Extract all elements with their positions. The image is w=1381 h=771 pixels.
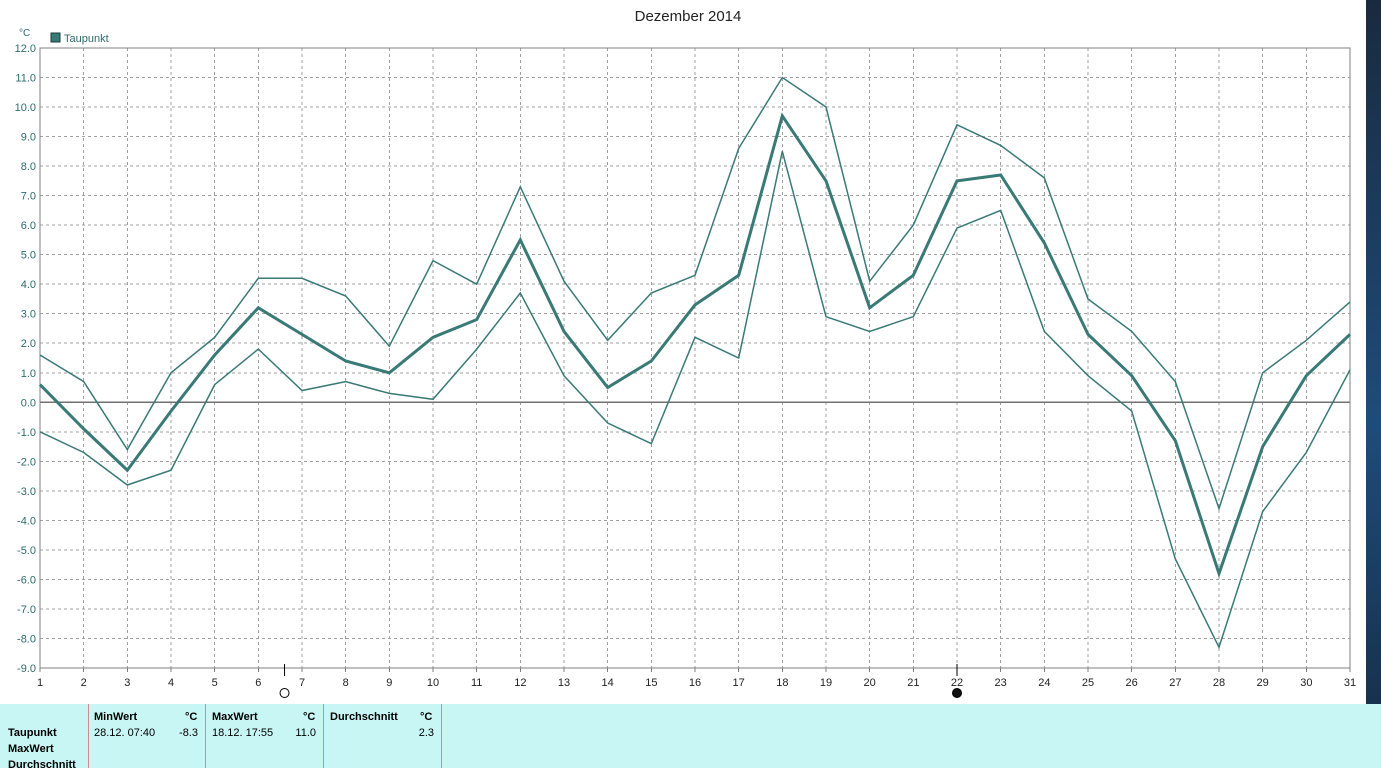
- y-tick-label: 2.0: [21, 338, 36, 350]
- min-unit: °C: [185, 711, 198, 723]
- x-tick-label: 19: [820, 677, 832, 689]
- x-tick-label: 4: [168, 677, 174, 689]
- x-tick-label: 11: [471, 677, 482, 689]
- row-label-durchschnitt: Durchschnitt: [8, 759, 76, 771]
- x-tick-label: 25: [1082, 677, 1094, 689]
- x-tick-label: 22: [951, 677, 963, 689]
- y-tick-label: 9.0: [21, 132, 36, 144]
- x-tick-label: 8: [343, 677, 349, 689]
- grid: [40, 48, 1350, 668]
- avg-unit: °C: [420, 711, 433, 723]
- x-tick-label: 16: [689, 677, 701, 689]
- y-tick-label: 6.0: [21, 220, 36, 232]
- x-tick-label: 30: [1300, 677, 1312, 689]
- new-moon-icon: [952, 688, 962, 698]
- x-tick-labels: 1 2 3 4 5 6 7 8 9 10 11 12 13 14 15 16 17 18 19 20 21 22 23 24 2…: [37, 677, 1356, 689]
- y-tick-label: -2.0: [17, 456, 36, 468]
- min-value: -8.3: [179, 727, 198, 739]
- y-tick-label: -6.0: [17, 574, 36, 586]
- x-tick-label: 20: [864, 677, 876, 689]
- y-tick-label: -7.0: [17, 604, 36, 616]
- y-tick-label: 5.0: [21, 250, 36, 262]
- x-tick-label: 1: [37, 677, 43, 689]
- y-tick-label: 10.0: [15, 102, 36, 114]
- y-tick-label: 11.0: [15, 73, 36, 85]
- avg-value: 2.3: [418, 727, 434, 739]
- plot-frame: [39, 47, 1351, 669]
- x-tick-label: 21: [907, 677, 919, 689]
- y-tick-label: 12.0: [15, 43, 36, 55]
- chart-title: Dezember 2014: [635, 8, 742, 25]
- x-tick-label: 17: [733, 677, 745, 689]
- x-tick-label: 12: [514, 677, 526, 689]
- legend-swatch: [50, 32, 61, 43]
- x-tick-label: 10: [427, 677, 439, 689]
- min-header: MinWert: [94, 711, 138, 723]
- y-tick-label: 1.0: [21, 368, 36, 380]
- column-separator: [323, 704, 324, 768]
- avg-header: Durchschnitt: [330, 711, 398, 723]
- x-tick-label: 3: [124, 677, 130, 689]
- x-tick-label: 6: [255, 677, 261, 689]
- y-tick-labels: 12.0 11.0 10.0 9.0 8.0 7.0 6.0 5.0 4.0 3.0 2.0 1.0 0…: [15, 43, 36, 675]
- x-tick-label: 31: [1344, 677, 1356, 689]
- dew-point-chart: Dezember 2014 °C Taupunkt 12.011.010.09.…: [15, 8, 1356, 698]
- y-tick-label: 4.0: [21, 279, 36, 291]
- max-value: 11.0: [295, 727, 316, 739]
- column-separator: [441, 704, 442, 768]
- x-tick-label: 13: [558, 677, 570, 689]
- x-tick-label: 28: [1213, 677, 1225, 689]
- x-tick-label: 7: [299, 677, 305, 689]
- y-axis-unit: °C: [19, 28, 30, 39]
- y-tick-label: -3.0: [17, 486, 36, 498]
- x-tick-label: 9: [386, 677, 392, 689]
- x-tick-label: 29: [1257, 677, 1269, 689]
- min-date: 28.12. 07:40: [94, 727, 156, 739]
- y-tick-label: 3.0: [21, 309, 36, 321]
- y-tick-label: 7.0: [21, 191, 36, 203]
- statistics-panel: Taupunkt MaxWert Durchschnitt MinWert °C…: [0, 704, 1381, 771]
- desktop-edge: [1366, 0, 1381, 704]
- series-line-max: [39, 76, 1351, 511]
- axes: [39, 47, 1351, 672]
- x-tick-label: 15: [645, 677, 657, 689]
- series-lines: [38, 76, 1352, 650]
- moon-markers: [279, 664, 962, 698]
- y-tick-label: -5.0: [17, 545, 36, 557]
- column-separator: [205, 704, 206, 768]
- row-label-taupunkt: Taupunkt: [8, 727, 57, 739]
- x-tick-label: 27: [1169, 677, 1181, 689]
- x-tick-label: 2: [81, 677, 87, 689]
- y-tick-label: -9.0: [17, 663, 36, 675]
- y-tick-label: -8.0: [17, 633, 36, 645]
- series-line-min: [39, 151, 1351, 650]
- max-unit: °C: [303, 711, 316, 723]
- legend-label: Taupunkt: [64, 33, 109, 45]
- y-tick-label: -1.0: [17, 427, 36, 439]
- x-tick-label: 26: [1126, 677, 1138, 689]
- x-tick-label: 23: [995, 677, 1007, 689]
- x-tick-label: 24: [1038, 677, 1050, 689]
- max-header: MaxWert: [212, 711, 258, 723]
- x-tick-label: 5: [212, 677, 218, 689]
- y-tick-label: 8.0: [21, 161, 36, 173]
- column-separator: [88, 704, 89, 768]
- x-tick-label: 14: [602, 677, 614, 689]
- row-label-maxwert: MaxWert: [8, 743, 54, 755]
- full-moon-icon: [279, 688, 290, 698]
- max-date: 18.12. 17:55: [212, 727, 274, 739]
- series-line-avg: [38, 112, 1352, 579]
- y-tick-label: -4.0: [17, 515, 36, 527]
- x-tick-label: 18: [776, 677, 788, 689]
- y-tick-label: 0.0: [21, 397, 36, 409]
